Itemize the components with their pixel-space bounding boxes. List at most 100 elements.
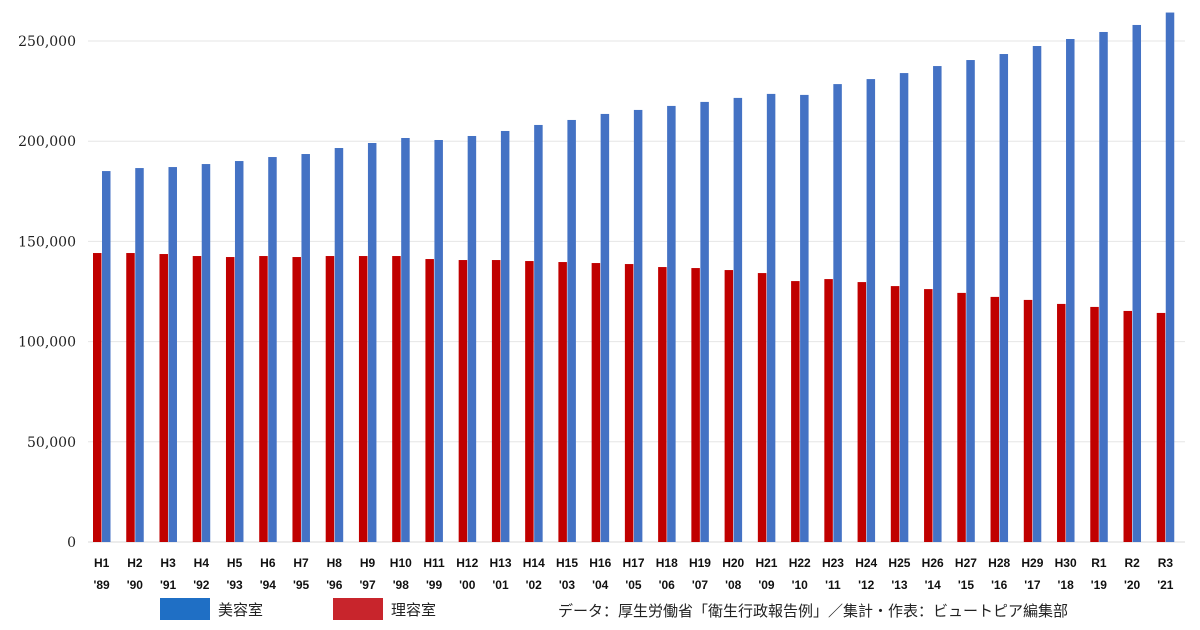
bar-barber-H5 <box>225 257 235 542</box>
x-tick-year-label: '07 <box>692 578 709 592</box>
x-tick-year-label: '98 <box>393 578 410 592</box>
bar-barber-H26 <box>924 289 933 542</box>
x-tick-label: H6 <box>260 556 276 570</box>
bar-beauty-H23 <box>833 84 842 542</box>
bar-barber-H17 <box>624 264 634 542</box>
bar-beauty-H21 <box>766 93 776 542</box>
x-tick-year-label: '96 <box>326 578 343 592</box>
x-tick-label: R3 <box>1158 556 1174 570</box>
legend-label: 美容室 <box>218 600 264 619</box>
x-tick-label: H22 <box>789 556 811 570</box>
x-tick-year-label: '91 <box>160 578 177 592</box>
bar-barber-H6 <box>259 256 268 542</box>
bar-beauty-H8 <box>334 148 344 542</box>
bar-beauty-H3 <box>168 167 177 542</box>
x-tick-label: H25 <box>888 556 910 570</box>
bar-beauty-H15 <box>567 119 576 542</box>
x-tick-label: H28 <box>988 556 1010 570</box>
bar-beauty-H24 <box>866 79 876 543</box>
bar-beauty-H12 <box>467 135 477 542</box>
x-tick-year-label: '11 <box>825 578 841 592</box>
bar-barber-H3 <box>159 254 168 542</box>
bar-barber-H27 <box>957 292 966 542</box>
x-tick-year-label: '13 <box>891 578 908 592</box>
bar-barber-H12 <box>458 260 468 542</box>
bar-barber-H10 <box>392 256 401 542</box>
bar-barber-H7 <box>292 257 301 542</box>
x-tick-year-label: '12 <box>858 578 875 592</box>
x-tick-label: H3 <box>160 556 176 570</box>
x-tick-label: H17 <box>622 556 644 570</box>
x-tick-label: H8 <box>327 556 343 570</box>
bar-barber-R3 <box>1156 312 1166 542</box>
x-tick-year-label: '04 <box>592 578 609 592</box>
x-tick-year-label: '20 <box>1124 578 1141 592</box>
x-tick-year-label: '89 <box>94 578 111 592</box>
legend-swatch-blue <box>160 598 210 620</box>
x-tick-label: H13 <box>490 556 512 570</box>
x-tick-label: H11 <box>423 556 445 570</box>
bar-beauty-H19 <box>700 101 709 542</box>
y-tick-label: 100,000 <box>18 335 76 351</box>
bar-barber-H13 <box>491 260 501 542</box>
x-tick-year-label: '90 <box>127 578 144 592</box>
x-tick-year-label: '99 <box>426 578 443 592</box>
bar-beauty-H4 <box>201 164 211 542</box>
bar-barber-H29 <box>1023 299 1033 542</box>
x-tick-label: H16 <box>589 556 611 570</box>
y-tick-label: 250,000 <box>18 34 76 50</box>
bar-barber-H14 <box>525 261 534 542</box>
bar-barber-H25 <box>890 286 900 542</box>
bar-barber-H1 <box>93 253 102 542</box>
bar-barber-H2 <box>126 253 135 542</box>
bar-beauty-H2 <box>135 168 144 543</box>
legend-swatch-red <box>333 598 383 620</box>
y-tick-label: 150,000 <box>18 234 76 250</box>
x-tick-label: H29 <box>1021 556 1043 570</box>
bar-beauty-H25 <box>899 73 909 543</box>
bar-beauty-H28 <box>999 54 1009 542</box>
bar-barber-H16 <box>591 263 601 542</box>
x-tick-label: H19 <box>689 556 711 570</box>
bar-beauty-H7 <box>301 154 310 542</box>
x-tick-label: H5 <box>227 556 243 570</box>
bar-barber-H8 <box>325 256 335 542</box>
x-tick-year-label: '10 <box>792 578 809 592</box>
x-tick-year-label: '03 <box>559 578 576 592</box>
bar-beauty-H13 <box>500 130 510 542</box>
x-tick-label: H12 <box>456 556 478 570</box>
x-tick-year-label: '21 <box>1157 578 1174 592</box>
bar-barber-H24 <box>857 282 867 542</box>
x-tick-label: H2 <box>127 556 143 570</box>
bar-beauty-H27 <box>966 60 975 543</box>
x-tick-year-label: '97 <box>359 578 376 592</box>
x-tick-label: H21 <box>755 556 777 570</box>
x-tick-label: H24 <box>855 556 877 570</box>
bar-beauty-H22 <box>800 94 809 543</box>
bar-barber-H19 <box>691 268 700 542</box>
x-tick-year-label: '18 <box>1058 578 1075 592</box>
bar-beauty-H18 <box>667 105 676 543</box>
x-tick-year-label: '92 <box>193 578 210 592</box>
x-tick-year-label: '93 <box>226 578 243 592</box>
x-tick-label: H26 <box>922 556 944 570</box>
bar-beauty-H29 <box>1032 46 1042 542</box>
x-tick-year-label: '94 <box>260 578 277 592</box>
x-tick-label: H27 <box>955 556 977 570</box>
y-tick-label: 50,000 <box>27 435 76 451</box>
x-tick-label: H18 <box>656 556 678 570</box>
x-tick-year-label: '19 <box>1091 578 1108 592</box>
legend-item-barber-shop: 理容室 <box>333 598 436 620</box>
x-tick-year-label: '00 <box>459 578 476 592</box>
x-tick-year-label: '05 <box>625 578 642 592</box>
bar-barber-H22 <box>791 281 800 542</box>
x-tick-year-label: '06 <box>659 578 676 592</box>
x-tick-label: R2 <box>1124 556 1140 570</box>
bar-beauty-R3 <box>1165 12 1175 542</box>
bar-beauty-H5 <box>234 161 244 542</box>
bar-beauty-H10 <box>401 137 410 543</box>
x-tick-label: H23 <box>822 556 844 570</box>
legend: 美容室 理容室 <box>0 598 1200 624</box>
legend-item-beauty-salon: 美容室 <box>160 598 263 620</box>
x-tick-year-label: '14 <box>925 578 942 592</box>
